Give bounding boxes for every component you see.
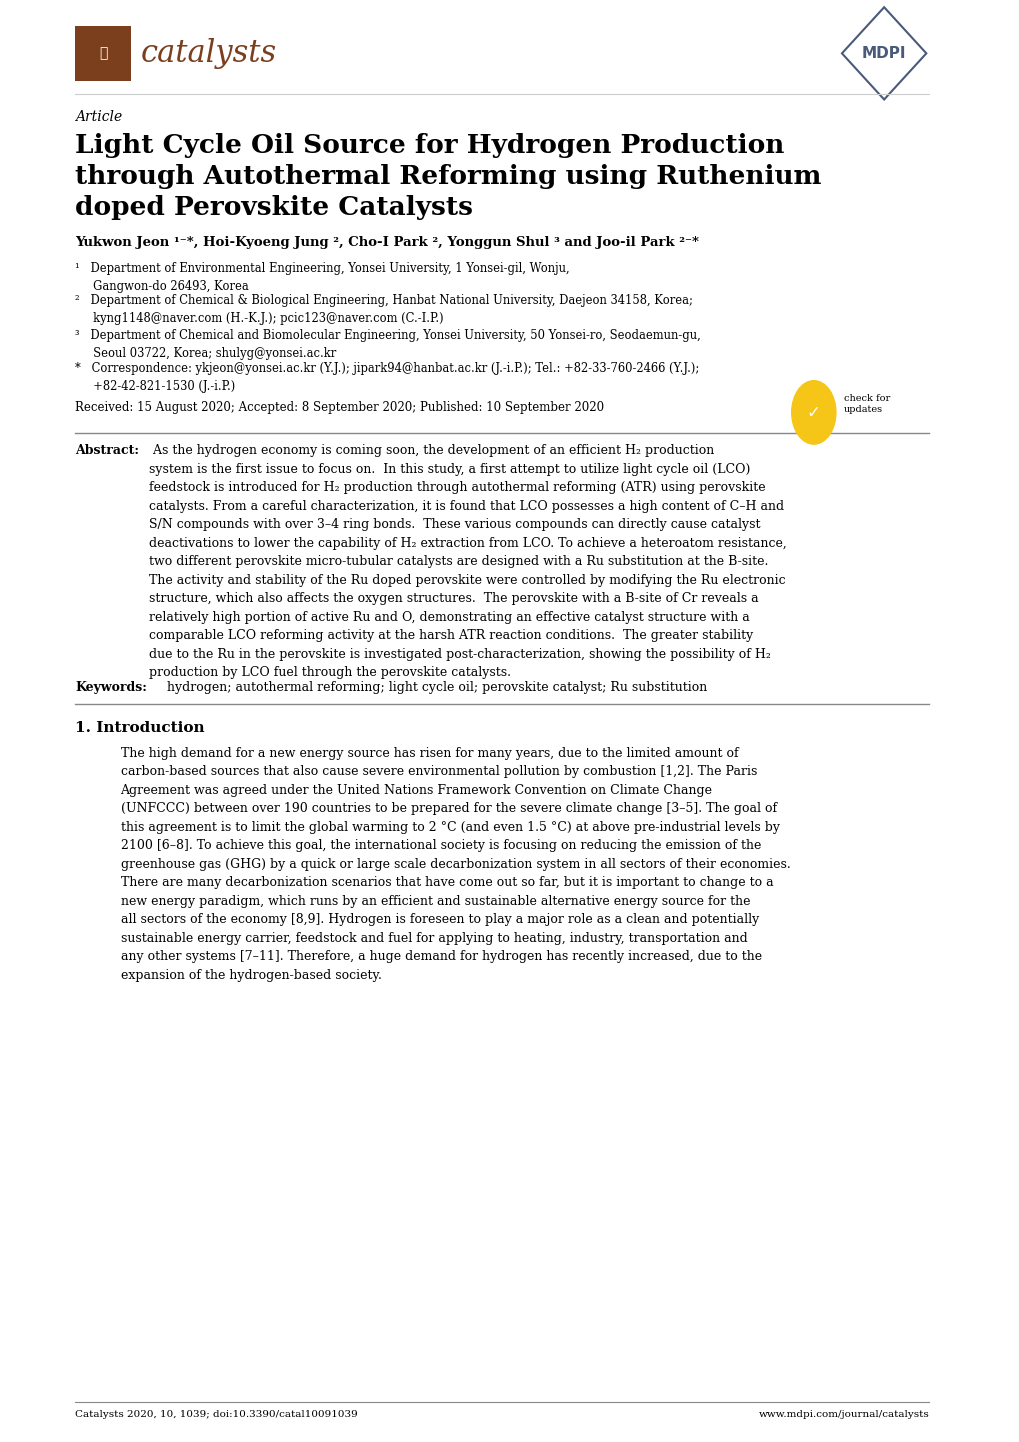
Text: Yukwon Jeon ¹⁻*, Hoi-Kyoeng Jung ², Cho-I Park ², Yonggun Shul ³ and Joo-il Park: Yukwon Jeon ¹⁻*, Hoi-Kyoeng Jung ², Cho-…: [75, 236, 699, 249]
Text: ¹   Department of Environmental Engineering, Yonsei University, 1 Yonsei-gil, Wo: ¹ Department of Environmental Engineerin…: [75, 262, 570, 293]
Text: www.mdpi.com/journal/catalysts: www.mdpi.com/journal/catalysts: [758, 1410, 928, 1419]
Text: hydrogen; autothermal reforming; light cycle oil; perovskite catalyst; Ru substi: hydrogen; autothermal reforming; light c…: [163, 681, 706, 694]
Text: 1. Introduction: 1. Introduction: [75, 721, 205, 735]
Text: MDPI: MDPI: [861, 46, 906, 61]
Text: Catalysts 2020, 10, 1039; doi:10.3390/catal10091039: Catalysts 2020, 10, 1039; doi:10.3390/ca…: [75, 1410, 358, 1419]
Text: ²   Department of Chemical & Biological Engineering, Hanbat National University,: ² Department of Chemical & Biological En…: [75, 294, 693, 324]
Text: The high demand for a new energy source has risen for many years, due to the lim: The high demand for a new energy source …: [120, 747, 790, 982]
Text: ✓: ✓: [806, 404, 820, 421]
Text: catalysts: catalysts: [141, 37, 276, 69]
Text: As the hydrogen economy is coming soon, the development of an efficient H₂ produ: As the hydrogen economy is coming soon, …: [149, 444, 786, 679]
FancyBboxPatch shape: [75, 26, 130, 81]
Text: Abstract:: Abstract:: [75, 444, 140, 457]
Text: ³   Department of Chemical and Biomolecular Engineering, Yonsei University, 50 Y: ³ Department of Chemical and Biomolecula…: [75, 329, 700, 359]
Text: 🧪: 🧪: [99, 46, 107, 61]
Text: Article: Article: [75, 110, 122, 124]
Text: Received: 15 August 2020; Accepted: 8 September 2020; Published: 10 September 20: Received: 15 August 2020; Accepted: 8 Se…: [75, 401, 604, 414]
Text: Light Cycle Oil Source for Hydrogen Production
through Autothermal Reforming usi: Light Cycle Oil Source for Hydrogen Prod…: [75, 133, 821, 219]
Text: Keywords:: Keywords:: [75, 681, 147, 694]
Circle shape: [791, 381, 836, 444]
Text: *   Correspondence: ykjeon@yonsei.ac.kr (Y.J.); jipark94@hanbat.ac.kr (J.-i.P.);: * Correspondence: ykjeon@yonsei.ac.kr (Y…: [75, 362, 699, 392]
Text: check for
updates: check for updates: [843, 394, 890, 414]
